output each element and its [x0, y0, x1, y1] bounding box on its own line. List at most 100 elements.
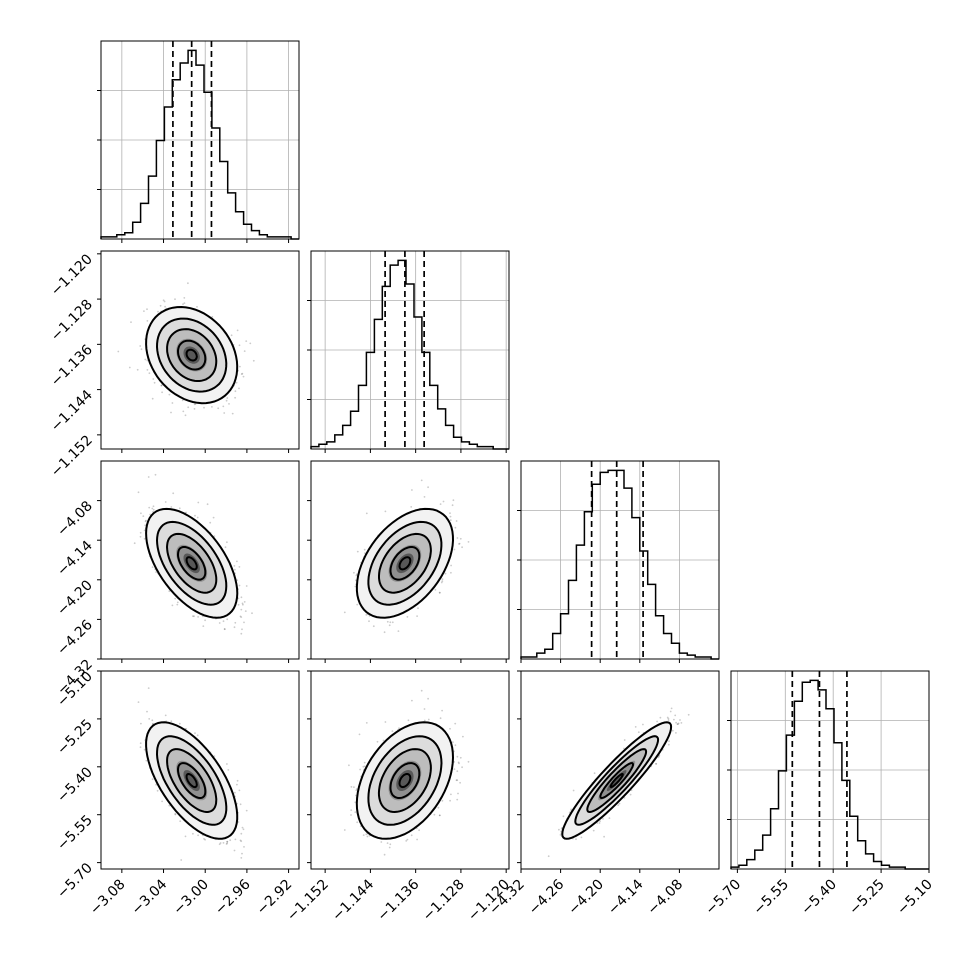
scatter-point — [148, 718, 151, 720]
scatter-point — [438, 591, 441, 594]
scatter-point — [434, 588, 437, 591]
scatter-point — [236, 329, 239, 332]
scatter-point — [356, 603, 359, 606]
contour-2-0-0 — [145, 507, 239, 619]
scatter-point — [187, 282, 189, 285]
scatter-point — [249, 342, 252, 345]
scatter-point — [209, 521, 212, 524]
scatter-point — [170, 720, 173, 723]
scatter-point — [184, 414, 187, 417]
scatter-point — [350, 809, 353, 811]
scatter-point — [143, 748, 146, 751]
scatter-point — [168, 804, 171, 807]
scatter-point — [226, 763, 228, 765]
scatter-point — [239, 615, 242, 618]
scatter-point — [455, 779, 458, 782]
scatter-point — [237, 821, 240, 823]
scatter-point — [449, 727, 451, 730]
scatter-point — [161, 800, 164, 803]
panel-frame — [100, 40, 300, 240]
scatter-point — [437, 806, 440, 809]
scatter-point — [225, 843, 228, 845]
scatter-point — [148, 506, 151, 509]
scatter-point — [364, 552, 366, 554]
scatter-point — [225, 399, 228, 402]
scatter-point — [462, 735, 464, 738]
ytick-label: −1.120 — [48, 251, 96, 299]
contour-2-1-2 — [378, 532, 432, 594]
scatter-point — [151, 397, 154, 400]
scatter-point — [236, 560, 238, 563]
scatter-point — [433, 813, 436, 816]
scatter-point — [174, 298, 176, 301]
scatter-point — [222, 842, 225, 844]
scatter-point — [184, 835, 187, 838]
scatter-point — [418, 829, 420, 832]
scatter-point — [239, 803, 242, 806]
contour-3-0-0 — [145, 721, 239, 840]
scatter-point — [139, 742, 142, 745]
scatter-point — [176, 601, 179, 604]
scatter-point — [213, 755, 216, 757]
scatter-point — [234, 791, 236, 794]
scatter-point — [128, 366, 131, 369]
panel-frame — [100, 670, 300, 870]
scatter-point — [439, 503, 442, 505]
scatter-point — [420, 479, 423, 482]
ytick-label: −5.55 — [54, 812, 96, 854]
scatter-point — [137, 701, 140, 703]
panel-frame — [100, 250, 300, 450]
scatter-point — [226, 840, 229, 843]
scatter-point — [174, 813, 177, 816]
contour-2-0-1 — [155, 520, 228, 606]
scatter-point — [410, 506, 413, 508]
panel-2-0: −4.32−4.26−4.20−4.14−4.08 — [54, 460, 300, 698]
scatter-point — [139, 531, 142, 534]
scatter-point — [427, 486, 429, 489]
scatter-point — [143, 529, 146, 532]
scatter-point — [153, 381, 156, 384]
scatter-point — [178, 722, 181, 725]
scatter-point — [461, 546, 463, 549]
scatter-point — [241, 372, 244, 375]
scatter-point — [155, 571, 158, 573]
scatter-point — [239, 365, 241, 368]
hist-grid-2 — [520, 461, 719, 659]
scatter-point — [241, 826, 244, 829]
scatter-point — [391, 621, 394, 624]
scatter-point — [454, 744, 457, 747]
contour-2-0-2 — [165, 532, 218, 594]
scatter-point — [213, 535, 216, 537]
contour-1-0-3 — [177, 339, 207, 371]
scatter-point — [243, 601, 246, 603]
scatter-point — [146, 320, 149, 322]
contour-3-0-1 — [155, 735, 228, 826]
scatter-point — [194, 514, 196, 517]
scatter-point — [238, 789, 241, 792]
scatter-point — [442, 500, 445, 503]
ytick-label: −5.40 — [54, 764, 96, 806]
scatter-point — [226, 842, 229, 845]
scatter-point — [130, 321, 132, 323]
xtick-label: −2.96 — [212, 876, 254, 918]
scatter-point — [238, 344, 241, 347]
scatter-point — [343, 829, 346, 831]
scatter-point — [140, 512, 142, 515]
scatter-point — [211, 406, 213, 408]
scatter-point — [423, 719, 426, 722]
scatter-point — [355, 789, 358, 792]
contour-1-0-0 — [145, 305, 239, 405]
scatter-point — [180, 859, 183, 861]
scatter-point — [218, 843, 221, 846]
scatter-point — [236, 779, 239, 782]
scatter-point — [238, 387, 240, 390]
scatter-point — [355, 574, 358, 577]
scatter-point — [243, 846, 245, 848]
scatter-point — [170, 411, 172, 414]
scatter-point — [441, 799, 444, 802]
scatter-point — [204, 619, 207, 622]
scatter-point — [353, 571, 355, 574]
scatter-point — [194, 732, 196, 734]
scatter-point — [348, 764, 350, 767]
scatter-point — [240, 632, 243, 635]
